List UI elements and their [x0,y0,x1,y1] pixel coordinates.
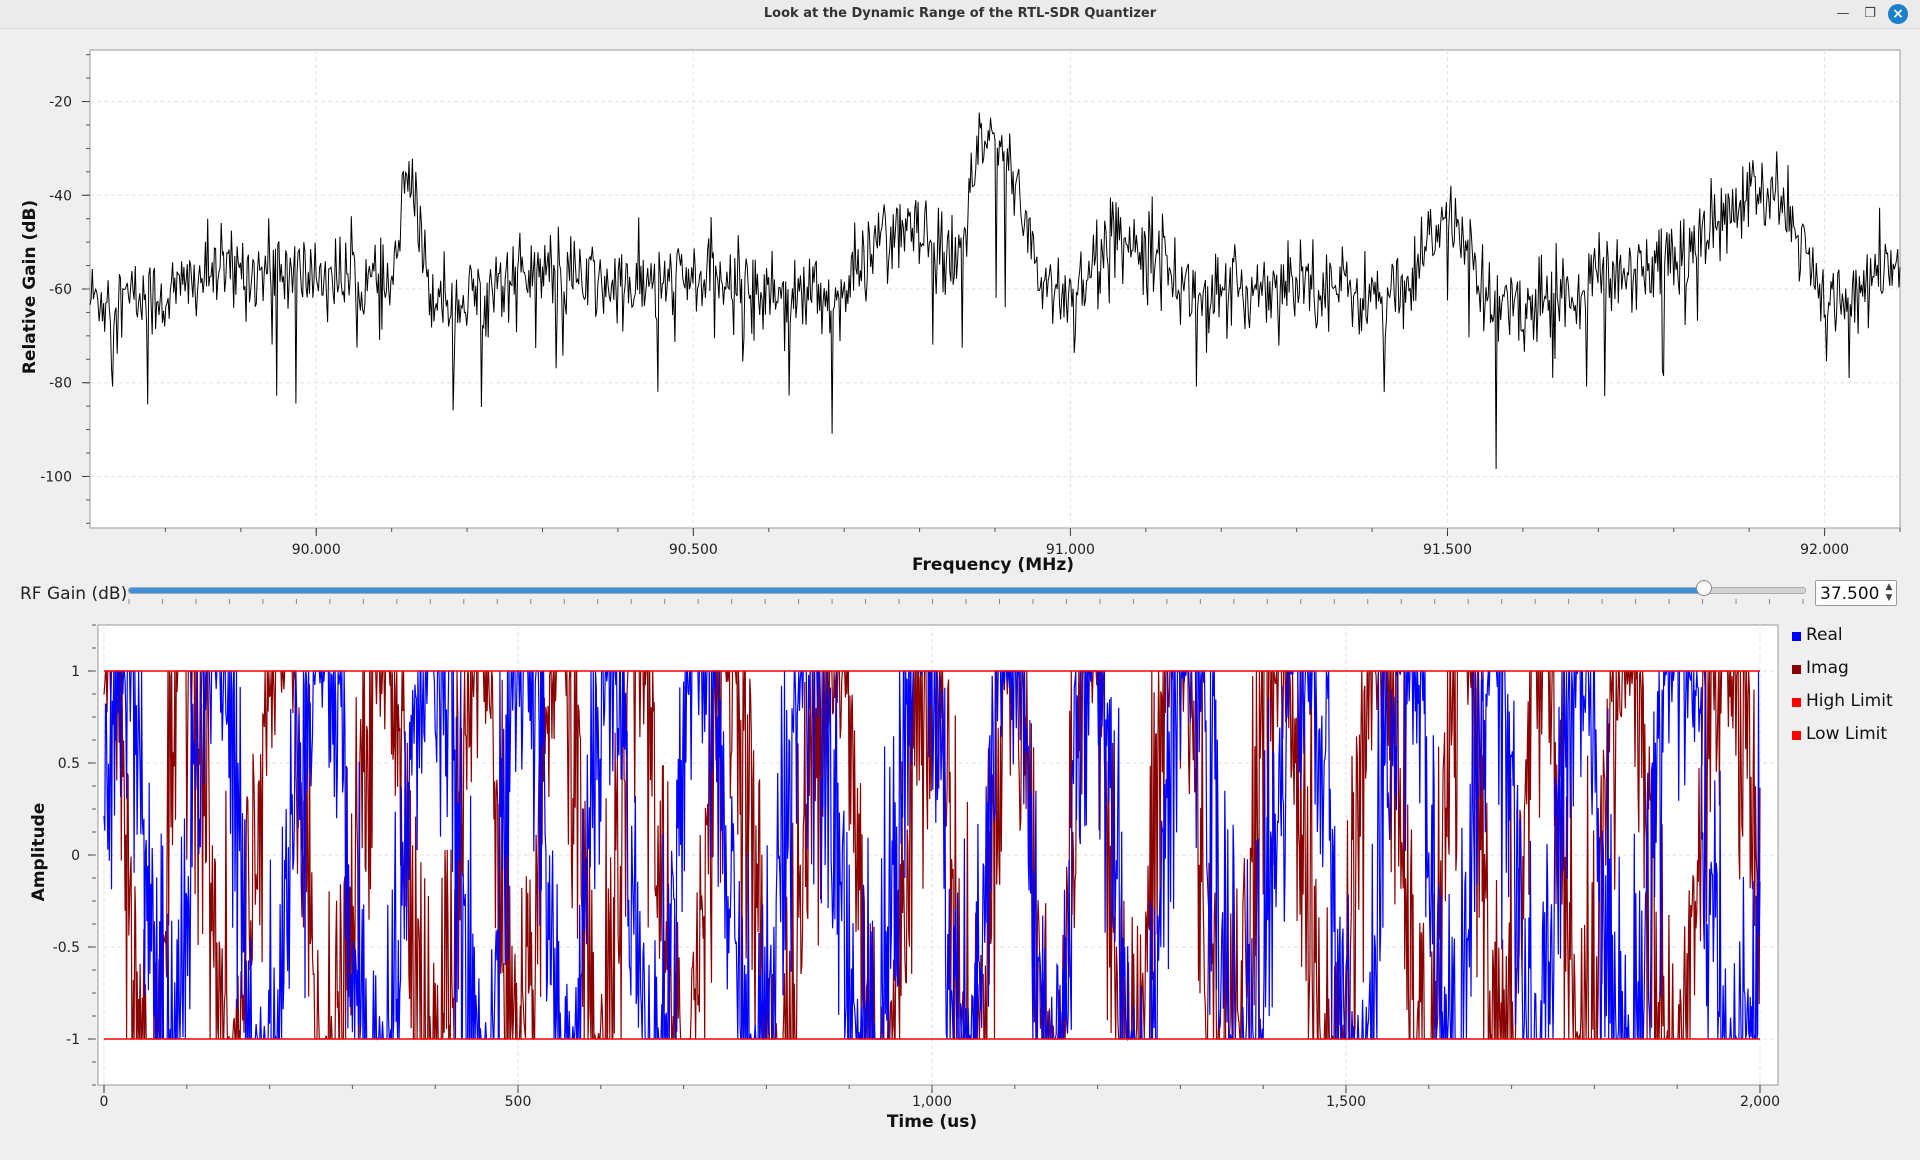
legend-label-high-limit: High Limit [1806,691,1893,711]
legend-item-real[interactable]: Real [1788,624,1918,657]
spin-up-icon[interactable]: ▲ [1885,582,1893,592]
time-tick-label: 1,500 [1326,1094,1366,1110]
minimize-icon[interactable]: — [1836,6,1850,21]
high-limit-swatch-icon [1792,698,1801,707]
legend-label-imag: Imag [1806,658,1849,678]
legend-item-high-limit[interactable]: High Limit [1788,690,1918,723]
legend-label-real: Real [1806,625,1843,645]
real-swatch-icon [1792,632,1801,641]
imag-swatch-icon [1792,665,1801,674]
gain-tick-label: -40 [49,188,72,204]
time-plot-legend: Real Imag High Limit Low Limit [1788,624,1918,756]
amp-tick-label: -1 [66,1032,80,1048]
rf-gain-label: RF Gain (dB) [20,584,128,604]
close-icon[interactable]: × [1888,4,1908,24]
freq-tick-label: 90.500 [669,542,718,558]
freq-tick-label: 90.000 [292,542,341,558]
legend-item-imag[interactable]: Imag [1788,657,1918,690]
frequency-axis-title: Frequency (MHz) [912,555,1074,575]
time-domain-plot[interactable]: 0 500 1,000 1,500 2,000 1 0.5 0 -0.5 -1 Time (us)… [0,618,1780,1136]
window-titlebar: Look at the Dynamic Range of the RTL-SDR… [0,0,1920,29]
rf-gain-slider-ticks [128,599,1804,604]
freq-tick-label: 91.500 [1423,542,1472,558]
amp-tick-label: 0 [71,848,80,864]
gain-tick-label: -60 [49,282,72,298]
gain-tick-label: -80 [49,376,72,392]
rf-gain-slider[interactable] [128,587,1806,594]
freq-tick-label: 91.000 [1046,542,1095,558]
rf-gain-row: RF Gain (dB) 37.500 ▲ ▼ [0,576,1920,612]
legend-label-low-limit: Low Limit [1806,724,1888,744]
window-title: Look at the Dynamic Range of the RTL-SDR… [763,6,1157,21]
gain-tick-label: -20 [49,95,72,111]
amp-tick-label: 0.5 [58,756,80,772]
gain-tick-label: -100 [40,469,72,485]
rf-gain-slider-fill [129,588,1705,593]
rf-gain-spinbox[interactable]: 37.500 ▲ ▼ [1815,580,1897,606]
rf-gain-slider-handle[interactable] [1696,580,1713,596]
frequency-plot[interactable]: 90.000 90.500 91.000 91.500 92.000 -20 -40 -60 -… [0,40,1920,580]
restore-icon[interactable]: ❐ [1864,6,1876,21]
time-tick-label: 1,000 [912,1094,952,1110]
low-limit-swatch-icon [1792,731,1801,740]
spin-down-icon[interactable]: ▼ [1885,593,1893,603]
time-axis-title: Time (us) [887,1112,977,1132]
rf-gain-value: 37.500 [1820,584,1880,604]
freq-tick-label: 92.000 [1800,542,1849,558]
amp-tick-label: -0.5 [53,940,80,956]
spectrum-trace [89,112,1901,470]
gain-axis-title: Relative Gain (dB) [20,200,40,374]
time-tick-label: 0 [100,1094,109,1110]
legend-item-low-limit[interactable]: Low Limit [1788,723,1918,756]
amplitude-axis-title: Amplitude [29,803,49,902]
time-tick-label: 500 [505,1094,532,1110]
time-tick-label: 2,000 [1740,1094,1780,1110]
amp-tick-label: 1 [71,664,80,680]
